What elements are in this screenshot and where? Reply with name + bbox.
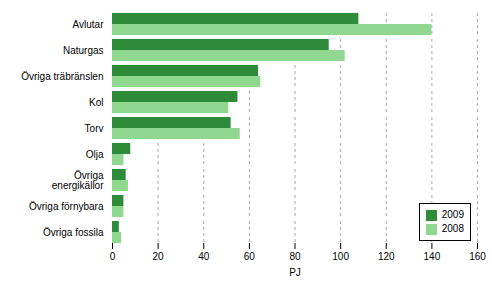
svg-text:Naturgas: Naturgas	[63, 45, 104, 56]
svg-text:PJ: PJ	[289, 267, 301, 278]
html-text:2009: 2009	[441, 209, 464, 220]
svg-text:140: 140	[424, 251, 441, 262]
html-text:2008: 2008	[441, 223, 464, 234]
svg-text:120: 120	[378, 251, 395, 262]
svg-text:100: 100	[332, 251, 349, 262]
svg-text:Olja: Olja	[86, 149, 104, 160]
svg-text:Övriga förnybara: Övriga förnybara	[29, 201, 104, 212]
svg-text:Kol: Kol	[89, 97, 103, 108]
svg-text:160: 160	[469, 251, 486, 262]
svg-text:0: 0	[110, 251, 116, 262]
svg-text:40: 40	[198, 251, 210, 262]
svg-text:Övriga träbränslen: Övriga träbränslen	[21, 71, 103, 82]
svg-text:80: 80	[289, 251, 301, 262]
svg-text:Avlutar: Avlutar	[73, 19, 105, 30]
svg-text:Övriga fossila: Övriga fossila	[43, 227, 104, 238]
svg-text:20: 20	[153, 251, 165, 262]
svg-text:60: 60	[244, 251, 256, 262]
svg-text:Torv: Torv	[85, 123, 104, 134]
svg-text:Övrigaenergikällor: Övrigaenergikällor	[52, 170, 104, 191]
